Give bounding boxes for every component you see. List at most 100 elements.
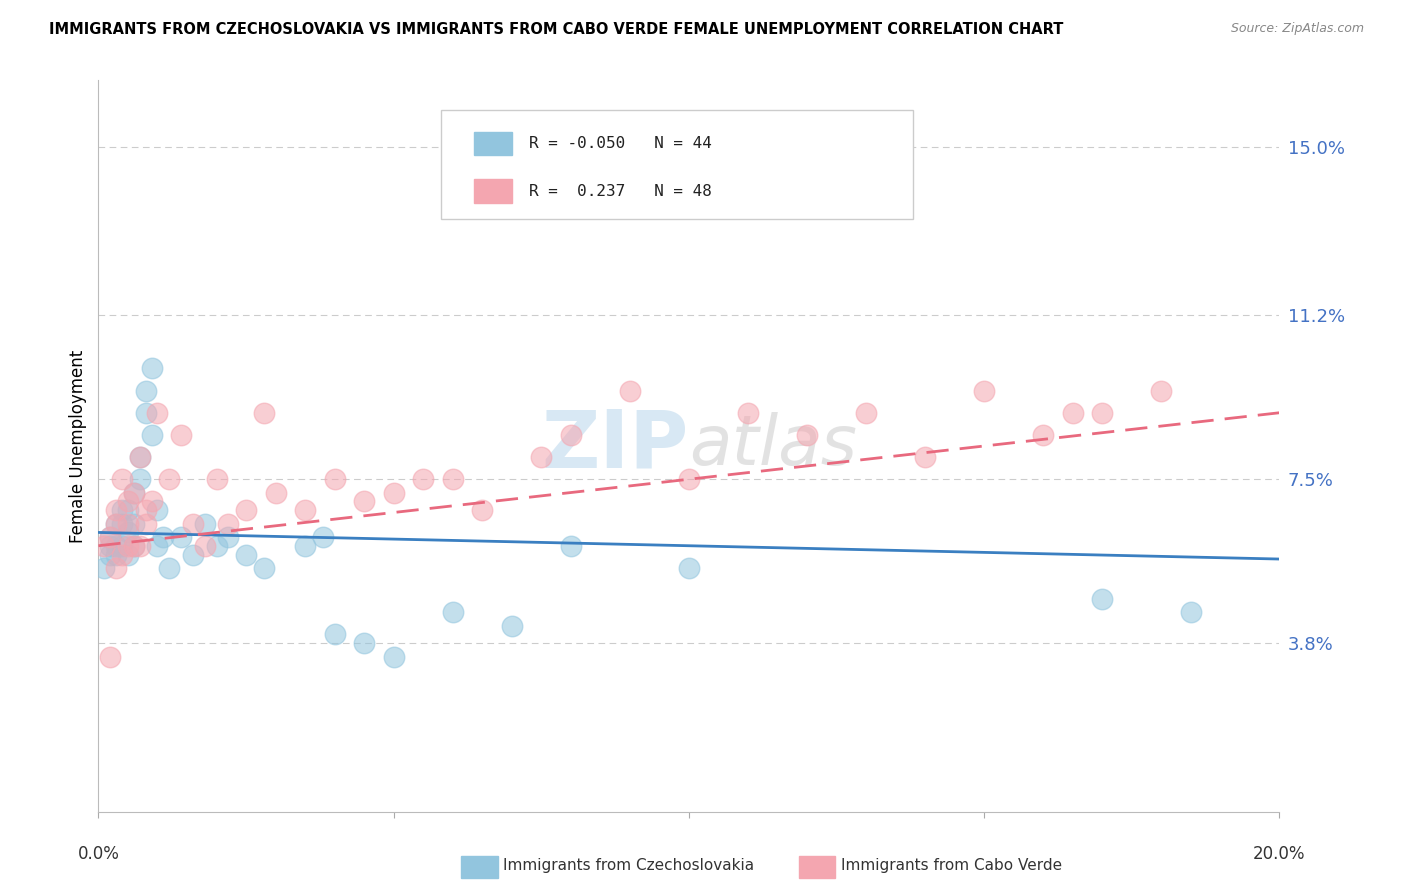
- Point: [253, 406, 276, 420]
- Point: [93, 561, 115, 575]
- Point: [117, 503, 139, 517]
- Point: [235, 548, 257, 562]
- Point: [353, 494, 375, 508]
- Point: [253, 561, 276, 575]
- Point: [205, 539, 228, 553]
- Point: [678, 472, 700, 486]
- Point: [382, 649, 405, 664]
- Point: [157, 472, 180, 486]
- Point: [135, 516, 157, 531]
- Point: [312, 530, 335, 544]
- Point: [382, 485, 405, 500]
- Point: [128, 450, 150, 464]
- Point: [141, 428, 163, 442]
- Point: [135, 406, 157, 420]
- Point: [235, 503, 257, 517]
- Text: IMMIGRANTS FROM CZECHOSLOVAKIA VS IMMIGRANTS FROM CABO VERDE FEMALE UNEMPLOYMENT: IMMIGRANTS FROM CZECHOSLOVAKIA VS IMMIGR…: [49, 22, 1063, 37]
- Point: [98, 649, 121, 664]
- FancyBboxPatch shape: [441, 110, 914, 219]
- Text: R = -0.050   N = 44: R = -0.050 N = 44: [530, 136, 713, 151]
- Point: [141, 494, 163, 508]
- Point: [353, 636, 375, 650]
- Point: [1062, 406, 1084, 420]
- Point: [1180, 605, 1202, 619]
- Point: [181, 516, 204, 531]
- Point: [117, 516, 139, 531]
- Point: [471, 503, 494, 517]
- Text: 20.0%: 20.0%: [1253, 845, 1306, 863]
- Point: [441, 472, 464, 486]
- Point: [560, 428, 582, 442]
- Point: [170, 428, 193, 442]
- FancyBboxPatch shape: [474, 132, 512, 155]
- Point: [619, 384, 641, 398]
- Point: [117, 539, 139, 553]
- Point: [122, 539, 145, 553]
- Point: [111, 539, 134, 553]
- Point: [128, 450, 150, 464]
- Point: [105, 516, 128, 531]
- Point: [530, 450, 553, 464]
- Point: [122, 539, 145, 553]
- Point: [501, 618, 523, 632]
- Point: [105, 548, 128, 562]
- Point: [1091, 406, 1114, 420]
- Text: Immigrants from Czechoslovakia: Immigrants from Czechoslovakia: [503, 858, 755, 872]
- Point: [111, 503, 134, 517]
- Point: [111, 472, 134, 486]
- Point: [105, 561, 128, 575]
- Point: [146, 539, 169, 553]
- Point: [157, 561, 180, 575]
- Point: [205, 472, 228, 486]
- Point: [117, 548, 139, 562]
- Text: 0.0%: 0.0%: [77, 845, 120, 863]
- Text: Source: ZipAtlas.com: Source: ZipAtlas.com: [1230, 22, 1364, 36]
- Point: [170, 530, 193, 544]
- Point: [323, 627, 346, 641]
- Point: [194, 539, 217, 553]
- Point: [323, 472, 346, 486]
- Point: [678, 561, 700, 575]
- Point: [117, 494, 139, 508]
- FancyBboxPatch shape: [474, 179, 512, 202]
- Point: [135, 384, 157, 398]
- Point: [441, 605, 464, 619]
- Text: atlas: atlas: [689, 412, 856, 480]
- Point: [122, 485, 145, 500]
- Point: [98, 539, 121, 553]
- Point: [105, 539, 128, 553]
- Point: [98, 548, 121, 562]
- Text: ZIP: ZIP: [541, 407, 689, 485]
- Text: R =  0.237   N = 48: R = 0.237 N = 48: [530, 184, 713, 199]
- Point: [98, 530, 121, 544]
- Point: [264, 485, 287, 500]
- Point: [146, 406, 169, 420]
- Text: Immigrants from Cabo Verde: Immigrants from Cabo Verde: [841, 858, 1062, 872]
- Point: [105, 503, 128, 517]
- Point: [294, 503, 316, 517]
- Point: [973, 384, 995, 398]
- Point: [1032, 428, 1054, 442]
- Point: [560, 539, 582, 553]
- Point: [111, 548, 134, 562]
- Point: [294, 539, 316, 553]
- Point: [855, 406, 877, 420]
- Point: [128, 472, 150, 486]
- Point: [141, 361, 163, 376]
- Point: [181, 548, 204, 562]
- Y-axis label: Female Unemployment: Female Unemployment: [69, 350, 87, 542]
- Point: [117, 525, 139, 540]
- Point: [105, 516, 128, 531]
- Point: [111, 516, 134, 531]
- Point: [737, 406, 759, 420]
- Point: [1150, 384, 1173, 398]
- Point: [194, 516, 217, 531]
- Point: [122, 485, 145, 500]
- Point: [1091, 591, 1114, 606]
- Point: [146, 503, 169, 517]
- Point: [122, 516, 145, 531]
- Point: [93, 539, 115, 553]
- Point: [128, 539, 150, 553]
- Point: [135, 503, 157, 517]
- Point: [217, 530, 239, 544]
